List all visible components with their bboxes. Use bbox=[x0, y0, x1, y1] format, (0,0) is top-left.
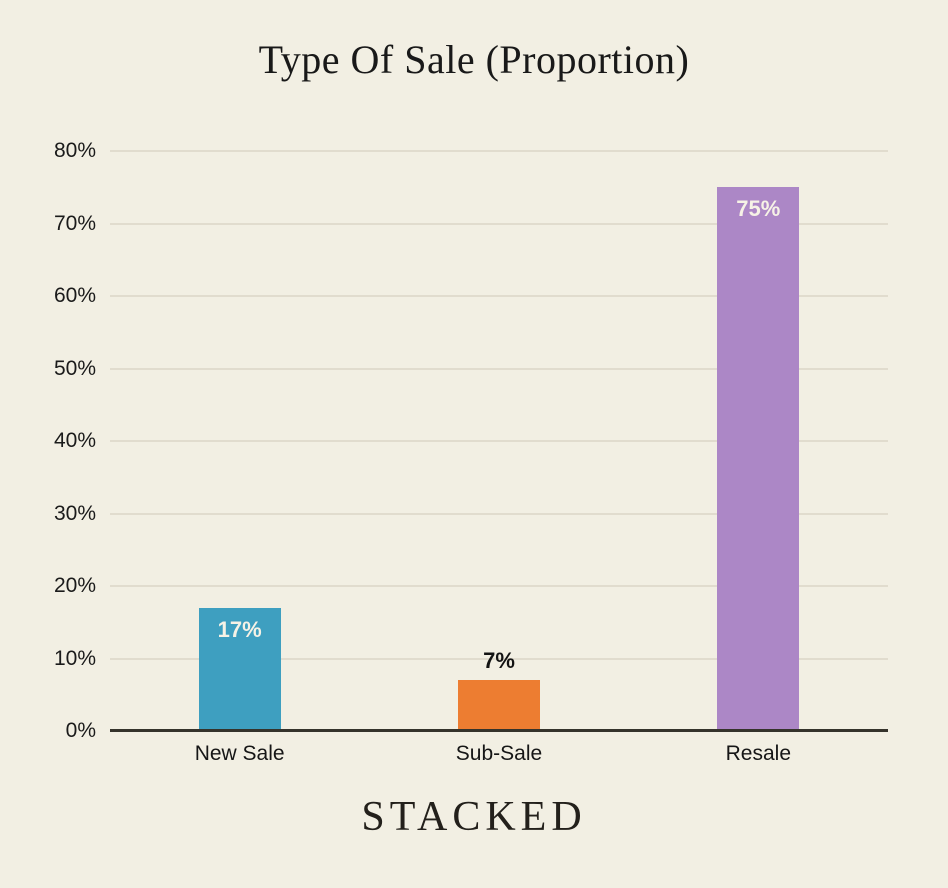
bar-new-sale: 17% bbox=[198, 607, 281, 731]
x-axis-line bbox=[110, 729, 888, 732]
x-tick-label-sub-sale: Sub-Sale bbox=[455, 742, 543, 765]
brand-logo: STACKED bbox=[361, 794, 587, 840]
y-tick-label-40-: 40% bbox=[53, 429, 96, 452]
y-tick-label-80-: 80% bbox=[53, 139, 96, 162]
plot-area: 17% 7% 75% bbox=[110, 150, 888, 732]
gridline-30- bbox=[110, 512, 888, 515]
bar-resale: 75% bbox=[717, 187, 800, 731]
bar-value-label-resale: 75% bbox=[736, 196, 781, 222]
gridline-70- bbox=[110, 222, 888, 225]
x-tick-label-resale: Resale bbox=[725, 742, 792, 765]
gridline-80- bbox=[110, 150, 888, 152]
bar-sub-sale bbox=[458, 680, 540, 731]
gridline-20- bbox=[110, 585, 888, 587]
y-tick-label-70-: 70% bbox=[53, 211, 96, 235]
y-tick-label-30-: 30% bbox=[53, 501, 96, 525]
y-tick-label-20-: 20% bbox=[53, 574, 96, 597]
bar-value-label-sub-sale: 7% bbox=[483, 648, 515, 674]
gridline-60- bbox=[110, 295, 888, 297]
chart-title: Type Of Sale (Proportion) bbox=[258, 37, 690, 82]
y-tick-label-60-: 60% bbox=[53, 284, 96, 307]
y-tick-label-10-: 10% bbox=[53, 646, 96, 670]
x-tick-label-new-sale: New Sale bbox=[194, 742, 285, 765]
gridline-50- bbox=[110, 367, 888, 370]
gridline-40- bbox=[110, 440, 888, 442]
y-tick-label-50-: 50% bbox=[53, 356, 96, 380]
bar-value-label-new-sale: 17% bbox=[217, 616, 262, 642]
y-tick-label-0-: 0% bbox=[65, 719, 96, 742]
gridline-10- bbox=[110, 657, 888, 660]
